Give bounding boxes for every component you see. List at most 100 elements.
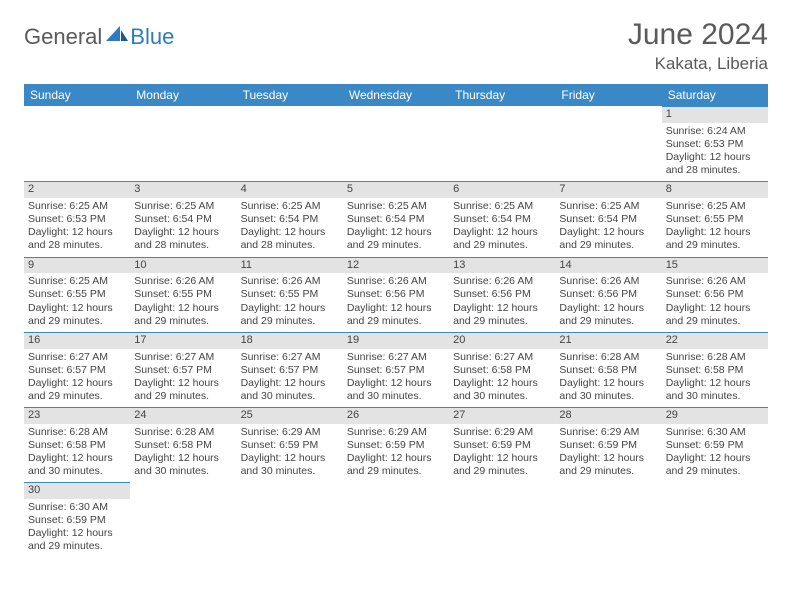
weekday-header: Thursday: [449, 84, 555, 106]
day-number: 29: [662, 407, 768, 424]
calendar-cell: 29Sunrise: 6:30 AMSunset: 6:59 PMDayligh…: [662, 407, 768, 482]
day-number: 9: [24, 257, 130, 274]
day-number: 11: [237, 257, 343, 274]
day-number: 4: [237, 181, 343, 198]
day-body: Sunrise: 6:26 AMSunset: 6:56 PMDaylight:…: [662, 273, 768, 332]
calendar-cell: 27Sunrise: 6:29 AMSunset: 6:59 PMDayligh…: [449, 407, 555, 482]
calendar-cell: 7Sunrise: 6:25 AMSunset: 6:54 PMDaylight…: [555, 181, 661, 256]
calendar-cell: 15Sunrise: 6:26 AMSunset: 6:56 PMDayligh…: [662, 257, 768, 332]
day-body: Sunrise: 6:30 AMSunset: 6:59 PMDaylight:…: [24, 499, 130, 558]
calendar-cell: [555, 482, 661, 557]
day-body: Sunrise: 6:25 AMSunset: 6:55 PMDaylight:…: [24, 273, 130, 332]
day-number: 14: [555, 257, 661, 274]
day-body: Sunrise: 6:26 AMSunset: 6:55 PMDaylight:…: [237, 273, 343, 332]
day-body: Sunrise: 6:27 AMSunset: 6:57 PMDaylight:…: [130, 349, 236, 408]
weekday-header: Tuesday: [237, 84, 343, 106]
header: General Blue June 2024 Kakata, Liberia: [24, 18, 768, 74]
day-body: Sunrise: 6:29 AMSunset: 6:59 PMDaylight:…: [555, 424, 661, 483]
calendar-cell: 2Sunrise: 6:25 AMSunset: 6:53 PMDaylight…: [24, 181, 130, 256]
calendar-cell: 3Sunrise: 6:25 AMSunset: 6:54 PMDaylight…: [130, 181, 236, 256]
calendar-cell: 5Sunrise: 6:25 AMSunset: 6:54 PMDaylight…: [343, 181, 449, 256]
calendar-cell: [662, 482, 768, 557]
calendar-cell: [555, 106, 661, 181]
day-number: 3: [130, 181, 236, 198]
day-body: [24, 123, 130, 175]
weekday-header: Friday: [555, 84, 661, 106]
day-body: Sunrise: 6:28 AMSunset: 6:58 PMDaylight:…: [555, 349, 661, 408]
day-number: 8: [662, 181, 768, 198]
calendar-cell: [130, 482, 236, 557]
day-body: Sunrise: 6:28 AMSunset: 6:58 PMDaylight:…: [130, 424, 236, 483]
calendar-body: 1Sunrise: 6:24 AMSunset: 6:53 PMDaylight…: [24, 106, 768, 558]
calendar-cell: 11Sunrise: 6:26 AMSunset: 6:55 PMDayligh…: [237, 257, 343, 332]
weekday-header: Wednesday: [343, 84, 449, 106]
day-body: [449, 123, 555, 175]
calendar-cell: 20Sunrise: 6:27 AMSunset: 6:58 PMDayligh…: [449, 332, 555, 407]
day-body: Sunrise: 6:27 AMSunset: 6:57 PMDaylight:…: [343, 349, 449, 408]
calendar-cell: 14Sunrise: 6:26 AMSunset: 6:56 PMDayligh…: [555, 257, 661, 332]
day-number: 20: [449, 332, 555, 349]
day-number: 19: [343, 332, 449, 349]
day-body: Sunrise: 6:29 AMSunset: 6:59 PMDaylight:…: [237, 424, 343, 483]
day-number: 21: [555, 332, 661, 349]
title-block: June 2024 Kakata, Liberia: [628, 18, 768, 74]
calendar-cell: [130, 106, 236, 181]
day-body: [555, 123, 661, 175]
page-title: June 2024: [628, 18, 768, 52]
day-number: 27: [449, 407, 555, 424]
day-body: Sunrise: 6:26 AMSunset: 6:56 PMDaylight:…: [343, 273, 449, 332]
day-number: 15: [662, 257, 768, 274]
day-body: Sunrise: 6:25 AMSunset: 6:54 PMDaylight:…: [343, 198, 449, 257]
calendar-cell: 4Sunrise: 6:25 AMSunset: 6:54 PMDaylight…: [237, 181, 343, 256]
weekday-header-row: SundayMondayTuesdayWednesdayThursdayFrid…: [24, 84, 768, 106]
calendar-cell: 24Sunrise: 6:28 AMSunset: 6:58 PMDayligh…: [130, 407, 236, 482]
calendar-row: 30Sunrise: 6:30 AMSunset: 6:59 PMDayligh…: [24, 482, 768, 557]
day-number: 24: [130, 407, 236, 424]
day-body: Sunrise: 6:25 AMSunset: 6:55 PMDaylight:…: [662, 198, 768, 257]
location: Kakata, Liberia: [628, 54, 768, 74]
calendar-cell: 8Sunrise: 6:25 AMSunset: 6:55 PMDaylight…: [662, 181, 768, 256]
calendar-cell: 26Sunrise: 6:29 AMSunset: 6:59 PMDayligh…: [343, 407, 449, 482]
day-body: [343, 499, 449, 551]
day-number: 12: [343, 257, 449, 274]
day-body: Sunrise: 6:26 AMSunset: 6:55 PMDaylight:…: [130, 273, 236, 332]
day-body: Sunrise: 6:26 AMSunset: 6:56 PMDaylight:…: [449, 273, 555, 332]
day-number: 30: [24, 482, 130, 499]
calendar-cell: 12Sunrise: 6:26 AMSunset: 6:56 PMDayligh…: [343, 257, 449, 332]
calendar-cell: 17Sunrise: 6:27 AMSunset: 6:57 PMDayligh…: [130, 332, 236, 407]
calendar-cell: 28Sunrise: 6:29 AMSunset: 6:59 PMDayligh…: [555, 407, 661, 482]
day-number: 28: [555, 407, 661, 424]
day-body: Sunrise: 6:25 AMSunset: 6:53 PMDaylight:…: [24, 198, 130, 257]
day-number: 16: [24, 332, 130, 349]
calendar-cell: [237, 106, 343, 181]
day-number: 7: [555, 181, 661, 198]
day-body: Sunrise: 6:24 AMSunset: 6:53 PMDaylight:…: [662, 123, 768, 182]
day-body: Sunrise: 6:25 AMSunset: 6:54 PMDaylight:…: [449, 198, 555, 257]
calendar-row: 23Sunrise: 6:28 AMSunset: 6:58 PMDayligh…: [24, 407, 768, 482]
calendar-cell: 16Sunrise: 6:27 AMSunset: 6:57 PMDayligh…: [24, 332, 130, 407]
calendar-cell: 10Sunrise: 6:26 AMSunset: 6:55 PMDayligh…: [130, 257, 236, 332]
day-number: 10: [130, 257, 236, 274]
day-body: Sunrise: 6:25 AMSunset: 6:54 PMDaylight:…: [237, 198, 343, 257]
day-number: 18: [237, 332, 343, 349]
day-body: [343, 123, 449, 175]
calendar-cell: [343, 106, 449, 181]
calendar-cell: 19Sunrise: 6:27 AMSunset: 6:57 PMDayligh…: [343, 332, 449, 407]
day-body: [662, 499, 768, 551]
sail-icon: [106, 26, 128, 49]
weekday-header: Sunday: [24, 84, 130, 106]
day-body: [237, 123, 343, 175]
calendar-cell: 25Sunrise: 6:29 AMSunset: 6:59 PMDayligh…: [237, 407, 343, 482]
day-body: Sunrise: 6:29 AMSunset: 6:59 PMDaylight:…: [343, 424, 449, 483]
calendar-cell: [237, 482, 343, 557]
calendar-cell: 13Sunrise: 6:26 AMSunset: 6:56 PMDayligh…: [449, 257, 555, 332]
day-body: Sunrise: 6:28 AMSunset: 6:58 PMDaylight:…: [662, 349, 768, 408]
day-body: [237, 499, 343, 551]
calendar-cell: 22Sunrise: 6:28 AMSunset: 6:58 PMDayligh…: [662, 332, 768, 407]
day-body: Sunrise: 6:25 AMSunset: 6:54 PMDaylight:…: [555, 198, 661, 257]
day-number: 22: [662, 332, 768, 349]
day-number: 5: [343, 181, 449, 198]
day-body: Sunrise: 6:27 AMSunset: 6:57 PMDaylight:…: [237, 349, 343, 408]
day-number: 13: [449, 257, 555, 274]
day-number: 26: [343, 407, 449, 424]
